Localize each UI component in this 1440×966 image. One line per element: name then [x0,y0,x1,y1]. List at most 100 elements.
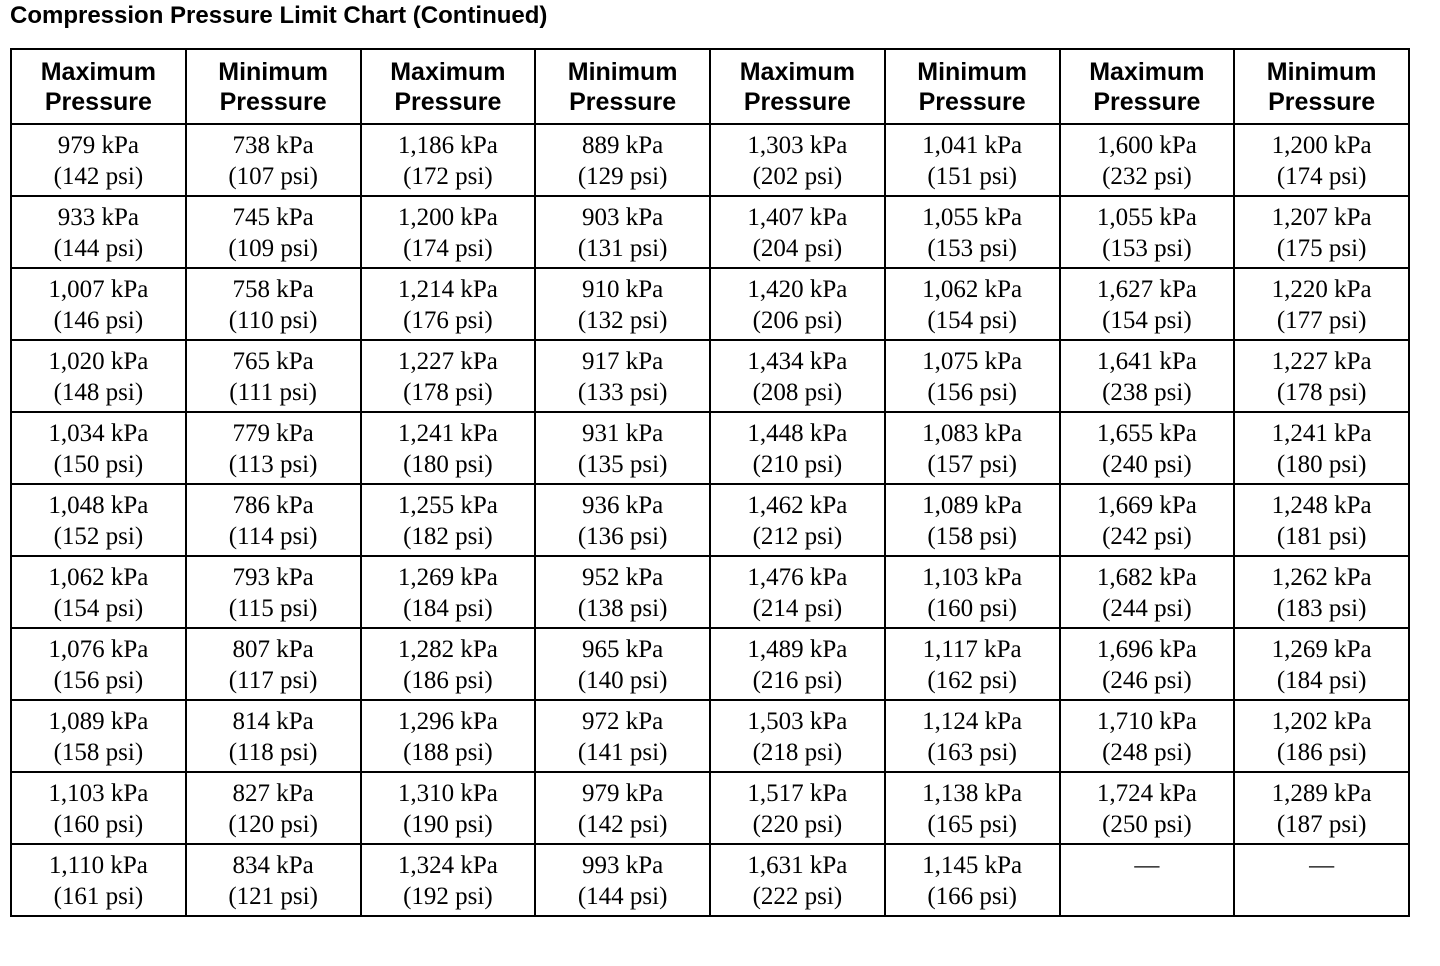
cell-line: 1,227 kPa [1271,348,1372,375]
cell-line: (142 psi) [577,811,668,838]
table-row: 1,020 kPa (148 psi) 765 kPa (111 psi) 1,227 … [10,339,1410,413]
cell-line: 814 kPa [232,708,314,735]
cell-line: (158 psi) [927,523,1017,550]
table-cell: 814 kPa (118 psi) [184,699,362,773]
cell-line: (192 psi) [403,883,493,910]
cell-line: 1,641 kPa [1096,348,1197,375]
table-cell: 1,600 kPa (232 psi) [1058,123,1236,197]
table-cell: 1,255 kPa (182 psi) [359,483,537,557]
cell-line: 993 kPa [582,852,664,879]
cell-line: 931 kPa [582,420,664,447]
cell-line: (138 psi) [577,595,668,622]
table-cell: 1,076 kPa (156 psi) [10,627,187,701]
header-line: Pressure [743,87,851,116]
cell-line: — [1134,852,1160,879]
table-cell: 1,124 kPa (163 psi) [883,699,1061,773]
cell-line: (120 psi) [228,811,318,838]
table-row: 1,062 kPa (154 psi) 793 kPa (115 psi) 1,269 … [10,555,1410,629]
cell-line: 765 kPa [232,348,314,375]
cell-line: (117 psi) [228,667,318,694]
cell-line: 917 kPa [582,348,664,375]
table-cell: 1,641 kPa (238 psi) [1058,339,1236,413]
header-line: Pressure [918,87,1026,116]
table-cell: 917 kPa (133 psi) [534,339,711,413]
cell-line: (222 psi) [752,883,843,910]
cell-line: 965 kPa [582,636,664,663]
table-cell: 1,696 kPa (246 psi) [1058,627,1236,701]
table-cell: 1,055 kPa (153 psi) [1058,195,1236,269]
cell-line: 1,207 kPa [1271,204,1372,231]
header-line: Maximum [1089,57,1205,86]
cell-line: 1,517 kPa [747,780,848,807]
cell-line: (107 psi) [228,163,318,190]
cell-line: (187 psi) [1276,811,1367,838]
column-header: Minimum Pressure [184,48,362,125]
cell-line: (142 psi) [53,163,144,190]
table-cell: 1,089 kPa (158 psi) [10,699,187,773]
cell-line: — [1309,852,1335,879]
cell-line: (133 psi) [577,379,668,406]
header-row: Maximum Pressure Minimum Pressure Maximum Pre… [10,48,1410,125]
cell-line: 1,282 kPa [397,636,498,663]
header-line: Pressure [1268,87,1376,116]
cell-line: (248 psi) [1102,739,1192,766]
table-cell: 1,200 kPa (174 psi) [359,195,537,269]
cell-line: 1,296 kPa [397,708,498,735]
cell-line: 910 kPa [582,276,664,303]
table-cell: 786 kPa (114 psi) [184,483,362,557]
cell-line: 786 kPa [232,492,314,519]
header-line: Maximum [739,57,856,86]
table-row: 1,103 kPa (160 psi) 827 kPa (120 psi) 1,310 … [10,771,1410,845]
cell-line: 1,089 kPa [48,708,149,735]
table-cell: 1,041 kPa (151 psi) [883,123,1061,197]
column-header: Maximum Pressure [10,48,187,125]
cell-line: 1,448 kPa [747,420,848,447]
cell-line: (216 psi) [752,667,843,694]
cell-line: 1,627 kPa [1096,276,1197,303]
cell-line: 1,083 kPa [922,420,1023,447]
table-cell: 827 kPa (120 psi) [184,771,362,845]
table-cell: 1,089 kPa (158 psi) [883,483,1061,557]
table-cell: 1,117 kPa (162 psi) [883,627,1061,701]
cell-line: (160 psi) [53,811,144,838]
table-cell: 889 kPa (129 psi) [534,123,711,197]
table-row: 933 kPa (144 psi) 745 kPa (109 psi) 1,200 kP… [10,195,1410,269]
cell-line: 745 kPa [232,204,314,231]
table-cell: 936 kPa (136 psi) [534,483,711,557]
table-cell: 979 kPa (142 psi) [10,123,187,197]
cell-line: 1,310 kPa [397,780,498,807]
table-cell: 931 kPa (135 psi) [534,411,711,485]
table-cell: 779 kPa (113 psi) [184,411,362,485]
table-cell: 807 kPa (117 psi) [184,627,362,701]
table-cell: 1,241 kPa (180 psi) [1233,411,1410,485]
table-cell: 952 kPa (138 psi) [534,555,711,629]
table-row: 1,034 kPa (150 psi) 779 kPa (113 psi) 1,241 … [10,411,1410,485]
cell-line: (163 psi) [927,739,1017,766]
cell-line: 1,220 kPa [1271,276,1372,303]
cell-line: 1,020 kPa [48,348,149,375]
table-row: 1,076 kPa (156 psi) 807 kPa (117 psi) 1,282 … [10,627,1410,701]
table-cell: 910 kPa (132 psi) [534,267,711,341]
table-cell: 1,420 kPa (206 psi) [709,267,886,341]
cell-line: 758 kPa [232,276,314,303]
table-cell: 972 kPa (141 psi) [534,699,711,773]
cell-line: (150 psi) [53,451,144,478]
cell-line: (244 psi) [1102,595,1192,622]
cell-line: 1,682 kPa [1096,564,1197,591]
cell-line: 889 kPa [582,132,664,159]
cell-line: 1,138 kPa [922,780,1023,807]
cell-line: (246 psi) [1102,667,1192,694]
cell-line: 1,241 kPa [1271,420,1372,447]
table-cell: 1,020 kPa (148 psi) [10,339,187,413]
table-cell: 1,282 kPa (186 psi) [359,627,537,701]
table-cell: 1,289 kPa (187 psi) [1233,771,1410,845]
cell-line: 1,631 kPa [747,852,848,879]
cell-line: 1,034 kPa [48,420,149,447]
cell-line: (178 psi) [403,379,493,406]
cell-line: 1,103 kPa [922,564,1023,591]
table-cell: 793 kPa (115 psi) [184,555,362,629]
table-cell: 1,186 kPa (172 psi) [359,123,537,197]
cell-line: (111 psi) [229,379,317,406]
cell-line: (161 psi) [53,883,144,910]
table-cell: 903 kPa (131 psi) [534,195,711,269]
